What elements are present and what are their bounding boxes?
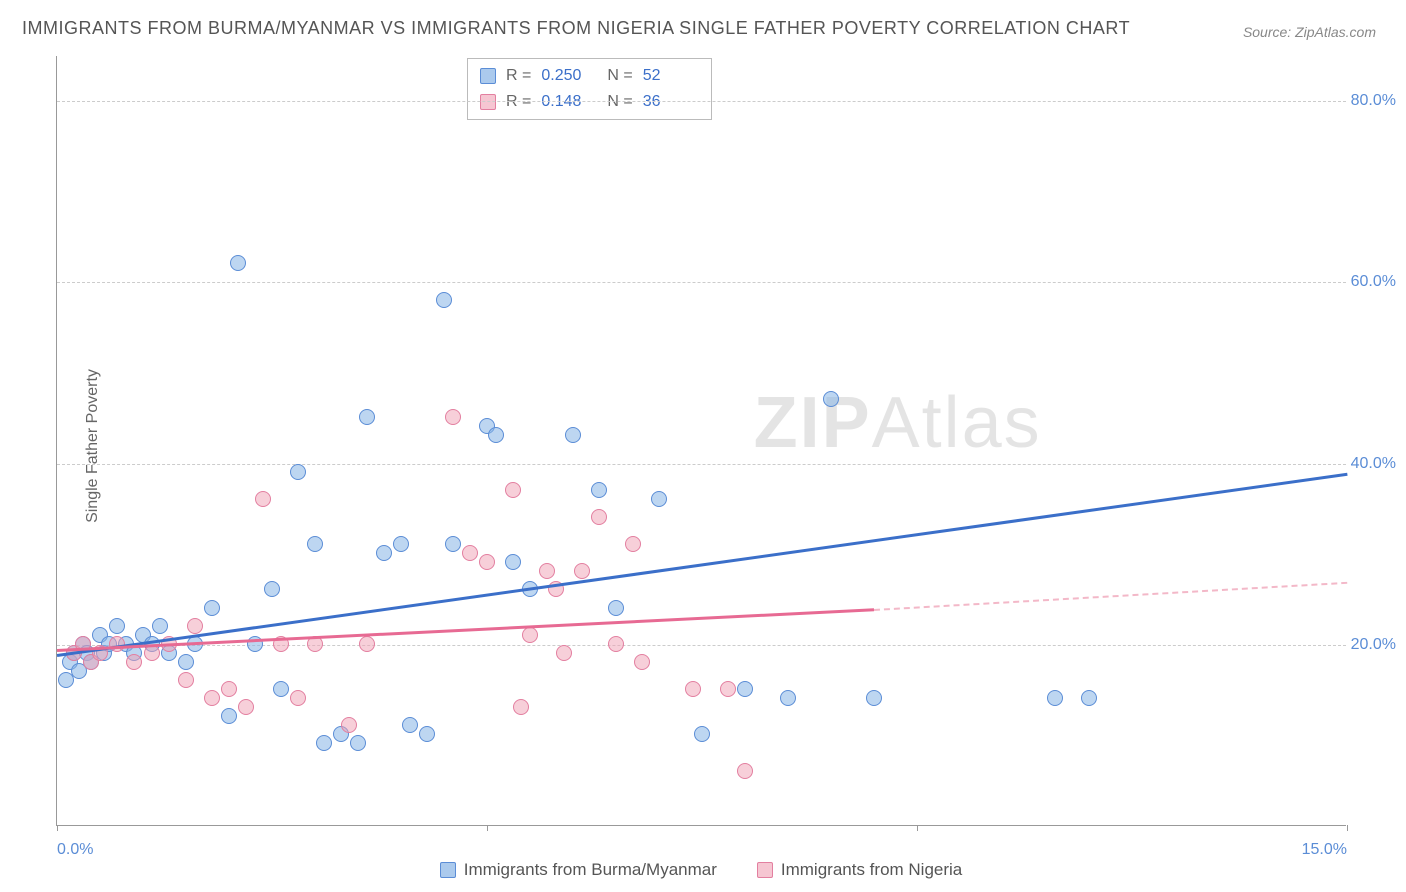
watermark-atlas: Atlas <box>872 383 1042 463</box>
scatter-point <box>608 600 624 616</box>
legend-label: Immigrants from Burma/Myanmar <box>464 860 717 880</box>
series-legend: Immigrants from Burma/Myanmar Immigrants… <box>56 860 1346 880</box>
y-tick-label: 60.0% <box>1351 273 1396 291</box>
n-label: N = <box>607 63 632 89</box>
y-tick-label: 40.0% <box>1351 455 1396 473</box>
scatter-point <box>479 554 495 570</box>
r-label: R = <box>506 63 531 89</box>
scatter-point <box>204 600 220 616</box>
scatter-point <box>608 636 624 652</box>
n-value: 52 <box>643 63 699 89</box>
scatter-point <box>230 255 246 271</box>
scatter-point <box>419 726 435 742</box>
scatter-point <box>187 618 203 634</box>
correlation-legend: R = 0.250 N = 52 R = 0.148 N = 36 <box>467 58 712 120</box>
x-tick <box>487 825 488 831</box>
scatter-point <box>221 681 237 697</box>
x-tick <box>57 825 58 831</box>
trend-line <box>874 581 1347 610</box>
scatter-point <box>823 391 839 407</box>
scatter-point <box>109 618 125 634</box>
scatter-point <box>522 627 538 643</box>
scatter-point <box>359 636 375 652</box>
scatter-point <box>436 292 452 308</box>
scatter-point <box>307 536 323 552</box>
r-value: 0.250 <box>541 63 597 89</box>
scatter-point <box>694 726 710 742</box>
gridline <box>57 464 1346 465</box>
scatter-point <box>574 563 590 579</box>
x-tick-label: 0.0% <box>57 841 93 859</box>
scatter-point <box>634 654 650 670</box>
scatter-point <box>204 690 220 706</box>
watermark: ZIPAtlas <box>754 382 1042 464</box>
scatter-point <box>393 536 409 552</box>
scatter-point <box>178 654 194 670</box>
scatter-point <box>445 409 461 425</box>
scatter-point <box>556 645 572 661</box>
chart-title: IMMIGRANTS FROM BURMA/MYANMAR VS IMMIGRA… <box>22 18 1130 39</box>
legend-label: Immigrants from Nigeria <box>781 860 962 880</box>
scatter-point <box>866 690 882 706</box>
scatter-point <box>685 681 701 697</box>
legend-item: Immigrants from Nigeria <box>757 860 962 880</box>
scatter-point <box>445 536 461 552</box>
scatter-point <box>591 482 607 498</box>
scatter-point <box>488 427 504 443</box>
x-tick-label: 15.0% <box>1302 841 1347 859</box>
scatter-point <box>290 690 306 706</box>
scatter-point <box>238 699 254 715</box>
scatter-point <box>720 681 736 697</box>
gridline <box>57 101 1346 102</box>
scatter-point <box>565 427 581 443</box>
scatter-point <box>780 690 796 706</box>
scatter-point <box>144 645 160 661</box>
scatter-point <box>1047 690 1063 706</box>
scatter-point <box>505 482 521 498</box>
scatter-point <box>316 735 332 751</box>
scatter-point <box>1081 690 1097 706</box>
scatter-point <box>376 545 392 561</box>
scatter-point <box>539 563 555 579</box>
legend-swatch-pink-icon <box>757 862 773 878</box>
scatter-point <box>505 554 521 570</box>
y-tick-label: 20.0% <box>1351 636 1396 654</box>
scatter-point <box>290 464 306 480</box>
scatter-point <box>152 618 168 634</box>
legend-swatch-blue-icon <box>440 862 456 878</box>
scatter-point <box>737 763 753 779</box>
scatter-point <box>255 491 271 507</box>
scatter-point <box>359 409 375 425</box>
scatter-point <box>273 681 289 697</box>
scatter-point <box>350 735 366 751</box>
gridline <box>57 282 1346 283</box>
legend-item: Immigrants from Burma/Myanmar <box>440 860 717 880</box>
watermark-zip: ZIP <box>754 383 872 463</box>
scatter-plot-area: R = 0.250 N = 52 R = 0.148 N = 36 ZIPAtl… <box>56 56 1346 826</box>
scatter-point <box>513 699 529 715</box>
scatter-point <box>462 545 478 561</box>
scatter-point <box>651 491 667 507</box>
scatter-point <box>264 581 280 597</box>
legend-swatch-blue-icon <box>480 68 496 84</box>
y-tick-label: 80.0% <box>1351 92 1396 110</box>
scatter-point <box>402 717 418 733</box>
scatter-point <box>625 536 641 552</box>
scatter-point <box>737 681 753 697</box>
scatter-point <box>178 672 194 688</box>
scatter-point <box>591 509 607 525</box>
scatter-point <box>126 654 142 670</box>
source-attribution: Source: ZipAtlas.com <box>1243 24 1376 40</box>
trend-line <box>57 473 1347 657</box>
scatter-point <box>341 717 357 733</box>
legend-row: R = 0.250 N = 52 <box>480 63 699 89</box>
scatter-point <box>221 708 237 724</box>
x-tick <box>917 825 918 831</box>
x-tick <box>1347 825 1348 831</box>
